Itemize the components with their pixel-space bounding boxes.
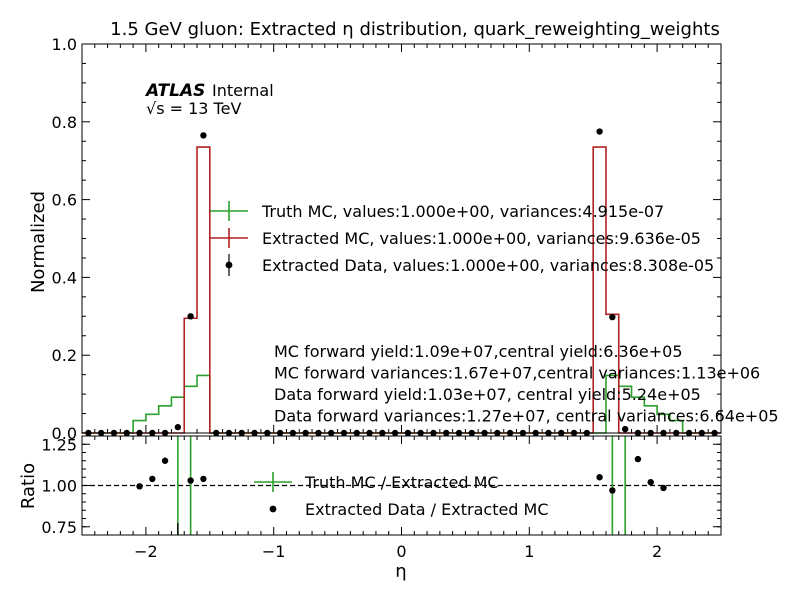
x-tick-label: 0 (396, 542, 406, 561)
x-tick-label: 1 (524, 542, 534, 561)
main-y-tick-label: 0.0 (52, 424, 77, 443)
data-ratio-point (647, 479, 654, 486)
extracted-data-point (609, 313, 616, 321)
energy-label: √s = 13 TeV (146, 99, 241, 118)
x-tick-label: 2 (652, 542, 662, 561)
main-y-tick-label: 0.2 (52, 346, 77, 365)
ratio-panel: Ratio η 0.75 1.00 1.25 −2 −1 0 1 2 Truth MC / E… (18, 435, 722, 582)
extracted-data-point (200, 132, 207, 139)
atlas-internal: Internal (212, 81, 274, 100)
extracted-data-point (621, 425, 629, 433)
ratio-y-tick-label: 0.75 (41, 518, 77, 537)
y-axis-label: Normalized (28, 191, 49, 293)
ratio-y-axis-label: Ratio (18, 463, 39, 509)
ratio-legend: Truth MC / Extracted MC Extracted Data / … (254, 472, 549, 519)
x-tick-label: −2 (134, 542, 158, 561)
extracted-data-point (596, 128, 603, 135)
main-y-tick-label: 0.6 (52, 191, 77, 210)
legend-entry-label: Extracted MC, values:1.000e+00, variance… (262, 229, 701, 248)
ratio-series (82, 436, 721, 535)
ratio-frame (81, 435, 722, 536)
x-axis-label: η (395, 561, 406, 582)
data-ratio-point (634, 455, 642, 463)
yield-annotation: MC forward variances:1.67e+07,central va… (274, 364, 760, 383)
extracted-data-point (187, 313, 194, 320)
chart-title: 1.5 GeV gluon: Extracted η distribution,… (110, 19, 720, 40)
data-ratio-point (136, 483, 143, 490)
legend-point-marker (225, 261, 233, 269)
data-ratio-point (609, 487, 616, 494)
data-ratio-point (187, 477, 194, 484)
data-ratio-point (161, 457, 169, 464)
yield-annotations: MC forward yield:1.09e+07,central yield:… (274, 342, 779, 426)
ratio-legend-label: Truth MC / Extracted MC (304, 473, 499, 492)
data-ratio-point (660, 484, 667, 492)
atlas-word: ATLAS (144, 81, 205, 101)
yield-annotation: Data forward variances:1.27e+07, central… (274, 407, 779, 426)
extracted-data-point (174, 423, 182, 431)
yield-annotation: Data forward yield:1.03e+07, central yie… (274, 385, 701, 404)
main-y-tick-label: 0.4 (52, 268, 77, 287)
ratio-y-tick-label: 1.00 (41, 477, 77, 496)
main-y-ticks: 0.0 0.2 0.4 0.6 0.8 1.0 (52, 35, 722, 443)
main-panel: 1.5 GeV gluon: Extracted η distribution,… (28, 19, 779, 443)
data-ratio-point (200, 475, 207, 483)
main-frame (81, 43, 722, 434)
main-legend: Truth MC, values:1.000e+00, variances:4.… (210, 201, 714, 276)
yield-annotation: MC forward yield:1.09e+07,central yield:… (274, 342, 683, 361)
atlas-label: ATLAS Internal √s = 13 TeV (144, 81, 274, 118)
legend-entry-label: Truth MC, values:1.000e+00, variances:4.… (261, 202, 664, 221)
main-y-tick-label: 0.8 (52, 113, 77, 132)
data-ratio-point (149, 475, 156, 483)
x-tick-label: −1 (262, 542, 286, 561)
ratio-legend-label: Extracted Data / Extracted MC (305, 500, 549, 519)
ratio-legend-point-marker (269, 505, 277, 513)
main-y-tick-label: 1.0 (52, 35, 77, 54)
legend-entry-label: Extracted Data, values:1.000e+00, varian… (262, 256, 714, 275)
data-ratio-point (596, 474, 603, 481)
ratio-ticks: 0.75 1.00 1.25 −2 −1 0 1 2 (41, 435, 722, 561)
ratio-y-tick-label: 1.25 (41, 435, 77, 454)
